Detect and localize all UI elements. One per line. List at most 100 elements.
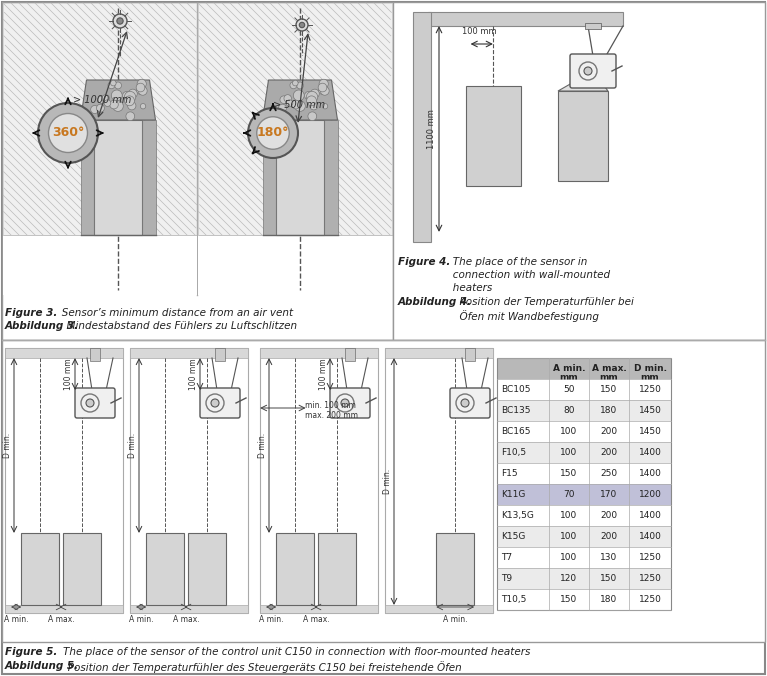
Bar (2, 340, 765, 642)
Bar (260, 348, 378, 613)
Circle shape (113, 14, 127, 28)
Text: 1400: 1400 (639, 448, 661, 457)
Text: 180: 180 (601, 406, 617, 415)
Circle shape (304, 91, 313, 99)
Bar (2, 2, 393, 340)
Text: Öfen mit Wandbefestigung: Öfen mit Wandbefestigung (453, 310, 599, 322)
Text: > 500 mm: > 500 mm (273, 100, 325, 110)
Text: 100: 100 (561, 553, 578, 562)
Bar (385, 348, 493, 358)
Text: Figure 4.: Figure 4. (398, 257, 450, 267)
Text: BC135: BC135 (501, 406, 531, 415)
Text: K11G: K11G (501, 490, 525, 499)
Circle shape (272, 105, 281, 114)
Bar (497, 358, 671, 379)
Text: 100 mm: 100 mm (462, 27, 496, 36)
Circle shape (97, 104, 104, 112)
Text: 130: 130 (601, 553, 617, 562)
Text: 80: 80 (563, 406, 574, 415)
Text: mm: mm (600, 373, 618, 383)
Text: 100 mm: 100 mm (189, 358, 198, 390)
Text: 1400: 1400 (639, 532, 661, 541)
Bar (188, 533, 225, 605)
Text: 200: 200 (601, 427, 617, 436)
Text: 150: 150 (561, 469, 578, 478)
Circle shape (280, 96, 288, 103)
Circle shape (297, 82, 304, 89)
Text: D min.: D min. (258, 433, 267, 458)
Text: Figure 5.: Figure 5. (5, 647, 58, 657)
Text: 100 mm: 100 mm (64, 358, 73, 390)
Bar (466, 86, 521, 186)
Bar (497, 568, 671, 589)
Bar (497, 526, 671, 547)
Text: > 1000 mm: > 1000 mm (73, 95, 131, 105)
Circle shape (278, 104, 286, 112)
Text: 1250: 1250 (639, 574, 661, 583)
Circle shape (124, 96, 134, 105)
Text: Mindestabstand des Fühlers zu Luftschlitzen: Mindestabstand des Fühlers zu Luftschlit… (60, 321, 297, 331)
Bar (215, 348, 225, 361)
Circle shape (290, 82, 297, 89)
Text: A max.: A max. (303, 615, 329, 624)
Text: D min.: D min. (634, 364, 667, 373)
Circle shape (293, 90, 304, 101)
Text: mm: mm (640, 373, 660, 383)
Text: Abbildung 4.: Abbildung 4. (398, 297, 472, 307)
Bar (198, 3, 392, 235)
Bar (198, 235, 392, 295)
Circle shape (126, 112, 135, 120)
Text: K13,5G: K13,5G (501, 511, 534, 520)
Polygon shape (142, 120, 156, 235)
Text: 1200: 1200 (639, 490, 661, 499)
Text: 1450: 1450 (639, 427, 661, 436)
Text: Abbildung 3.: Abbildung 3. (5, 321, 79, 331)
Circle shape (295, 101, 305, 112)
Text: D min.: D min. (3, 433, 12, 458)
Bar (428, 12, 623, 26)
Bar (497, 484, 671, 505)
Circle shape (321, 87, 329, 95)
Text: A min.: A min. (443, 615, 467, 624)
Text: 1250: 1250 (639, 385, 661, 394)
Bar (21, 533, 59, 605)
Text: 180°: 180° (257, 126, 289, 139)
Circle shape (137, 83, 145, 92)
Circle shape (110, 80, 116, 86)
Polygon shape (81, 120, 94, 235)
Circle shape (140, 103, 146, 109)
Text: BC105: BC105 (501, 385, 531, 394)
Circle shape (311, 89, 319, 98)
Text: A min.: A min. (129, 615, 153, 624)
FancyBboxPatch shape (330, 388, 370, 418)
Bar (497, 484, 671, 505)
Bar (276, 533, 314, 605)
Bar (497, 442, 671, 463)
Text: mm: mm (560, 373, 578, 383)
Circle shape (110, 100, 118, 109)
Circle shape (306, 91, 318, 103)
Text: Position der Temperaturfühler des Steuergeräts C150 bei freistehende Öfen: Position der Temperaturfühler des Steuer… (58, 661, 462, 673)
Text: heaters: heaters (443, 283, 492, 293)
Circle shape (86, 399, 94, 407)
Bar (260, 348, 378, 358)
Bar (436, 533, 474, 605)
Bar (465, 348, 475, 361)
Circle shape (98, 96, 106, 103)
Bar (497, 358, 671, 610)
Text: 100: 100 (561, 448, 578, 457)
Text: 360°: 360° (52, 126, 84, 139)
Bar (260, 605, 378, 613)
Text: 180: 180 (601, 595, 617, 604)
Bar (585, 23, 601, 29)
Text: 170: 170 (601, 490, 617, 499)
Text: 250: 250 (601, 469, 617, 478)
Text: A max.: A max. (591, 364, 627, 373)
Text: 200: 200 (601, 448, 617, 457)
Circle shape (307, 96, 317, 105)
Circle shape (102, 95, 110, 102)
Circle shape (286, 100, 293, 107)
FancyBboxPatch shape (75, 388, 115, 418)
Text: 150: 150 (601, 385, 617, 394)
Polygon shape (81, 80, 156, 120)
